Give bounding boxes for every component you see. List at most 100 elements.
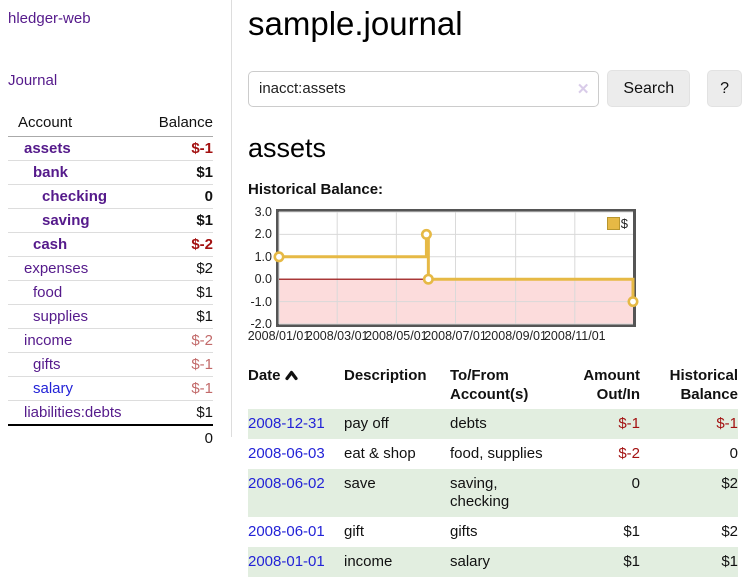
account-balance: $2 <box>196 260 213 277</box>
account-row-checking: checking 0 <box>8 185 213 209</box>
transaction-amount: 0 <box>631 475 640 492</box>
app-title-link[interactable]: hledger-web <box>8 10 91 27</box>
data-point-marker <box>420 228 432 240</box>
account-row-gifts: gifts $-1 <box>8 353 213 377</box>
sort-ascending-icon <box>284 368 298 385</box>
accounts-table-header: Account Balance <box>8 110 213 137</box>
account-link-saving[interactable]: saving <box>42 212 90 229</box>
transaction-description: save <box>344 475 376 492</box>
account-link-checking[interactable]: checking <box>42 188 108 205</box>
search-form: ✕ Search ? <box>248 70 742 107</box>
y-axis: 3.0 2.0 1.0 0.0 -1.0 -2.0 <box>240 205 276 331</box>
main-content: sample.journal ✕ Search ? assets Histori… <box>248 0 742 577</box>
account-balance: $-1 <box>191 140 213 157</box>
data-point-marker <box>273 251 285 263</box>
transaction-amount: $-1 <box>618 415 640 432</box>
chart-heading: Historical Balance: <box>248 181 384 198</box>
account-heading: assets <box>248 133 327 163</box>
register-row: 2008-06-03 eat & shop food, supplies $-2… <box>248 439 738 469</box>
x-axis-tick-label: 2008/09/01 <box>484 329 547 343</box>
account-link-expenses[interactable]: expenses <box>24 260 89 277</box>
account-column-header: Account <box>18 114 73 131</box>
register-header-description: Description <box>344 367 427 384</box>
account-row-supplies: supplies $1 <box>8 305 213 329</box>
account-balance: $-2 <box>191 236 213 253</box>
chart-legend: $ <box>606 216 628 231</box>
account-link-cash[interactable]: cash <box>33 236 68 253</box>
account-balance: $-1 <box>191 380 213 397</box>
account-link-liabilities-debts[interactable]: liabilities:debts <box>24 404 122 421</box>
data-point-marker <box>422 273 434 285</box>
transaction-description: eat & shop <box>344 445 416 462</box>
transaction-accounts: salary <box>450 553 491 570</box>
transaction-accounts: food, supplies <box>450 445 543 462</box>
legend-swatch <box>606 217 620 230</box>
help-button[interactable]: ? <box>707 70 742 107</box>
register-header-accounts: To/From Account(s) <box>450 367 529 403</box>
x-axis-tick-label: 2008/11/01 <box>543 329 606 343</box>
account-row-salary: salary $-1 <box>8 377 213 401</box>
x-axis-tick-label: 2008/01/01 <box>247 329 311 343</box>
accounts-total-value: 0 <box>204 430 213 447</box>
transaction-balance: $1 <box>721 553 738 570</box>
transaction-description: gift <box>344 523 365 540</box>
y-axis-tick-label: 1.0 <box>254 249 272 264</box>
register-header-amount: Amount Out/In <box>583 367 640 403</box>
transaction-date-link[interactable]: 2008-06-02 <box>248 475 325 492</box>
register-row: 2008-01-01 income salary $1 $1 <box>248 547 738 577</box>
account-link-income[interactable]: income <box>24 332 73 349</box>
y-axis-tick-label: -2.0 <box>250 317 272 331</box>
transaction-balance: $-1 <box>716 415 738 432</box>
account-balance: $1 <box>196 404 213 421</box>
transaction-description: pay off <box>344 415 389 432</box>
x-axis-tick-label: 2008/03/01 <box>305 329 369 343</box>
account-row-expenses: expenses $2 <box>8 257 213 281</box>
sidebar-item-journal[interactable]: Journal <box>8 72 58 89</box>
search-input[interactable] <box>248 70 600 107</box>
transaction-balance: $2 <box>721 475 738 492</box>
account-link-bank[interactable]: bank <box>33 164 69 181</box>
sidebar: hledger-web Journal Account Balance asse… <box>0 0 232 447</box>
account-link-assets[interactable]: assets <box>24 140 71 157</box>
transaction-amount: $-2 <box>618 445 640 462</box>
account-link-gifts[interactable]: gifts <box>33 356 61 373</box>
account-row-bank: bank $1 <box>8 161 213 185</box>
account-link-food[interactable]: food <box>33 284 63 301</box>
account-row-income: income $-2 <box>8 329 213 353</box>
account-balance: $-1 <box>191 356 213 373</box>
clear-search-icon[interactable]: ✕ <box>576 80 590 98</box>
transaction-date-link[interactable]: 2008-01-01 <box>248 553 325 570</box>
account-balance: $1 <box>196 164 213 181</box>
register-header-date[interactable]: Date <box>248 364 344 409</box>
x-axis: 2008/01/01 2008/03/01 2008/05/01 2008/07/01… <box>240 329 742 347</box>
search-button[interactable]: Search <box>607 70 691 107</box>
accounts-table: Account Balance assets $-1 bank $1 check… <box>8 110 213 451</box>
account-balance: $1 <box>196 212 213 229</box>
transaction-amount: $1 <box>623 553 640 570</box>
transaction-date-link[interactable]: 2008-12-31 <box>248 415 325 432</box>
account-row-food: food $1 <box>8 281 213 305</box>
y-axis-tick-label: 2.0 <box>254 227 272 242</box>
historical-balance-chart: 3.0 2.0 1.0 0.0 -1.0 -2.0 $ 2008/01/01 2008/03… <box>240 205 742 347</box>
register-row: 2008-06-01 gift gifts $1 $2 <box>248 517 738 547</box>
page-title: sample.journal <box>248 5 463 42</box>
transaction-date-link[interactable]: 2008-06-01 <box>248 523 325 540</box>
y-axis-tick-label: -1.0 <box>250 294 272 309</box>
y-axis-tick-label: 3.0 <box>254 205 272 219</box>
chart-plot-area: $ <box>273 209 639 327</box>
account-row-cash: cash $-2 <box>8 233 213 257</box>
account-link-salary[interactable]: salary <box>33 380 74 397</box>
transaction-accounts: gifts <box>450 523 478 540</box>
account-balance: $-2 <box>191 332 213 349</box>
account-row-saving: saving $1 <box>8 209 213 233</box>
accounts-total-row: 0 <box>8 424 213 451</box>
chart-canvas <box>273 211 639 325</box>
account-link-supplies[interactable]: supplies <box>33 308 89 325</box>
x-axis-tick-label: 2008/05/01 <box>365 329 428 343</box>
transaction-balance: 0 <box>729 445 738 462</box>
transaction-date-link[interactable]: 2008-06-03 <box>248 445 325 462</box>
y-axis-tick-label: 0.0 <box>254 272 272 287</box>
account-row-liabilities-debts: liabilities:debts $1 <box>8 401 213 424</box>
account-row-assets: assets $-1 <box>8 137 213 161</box>
x-axis-tick-label: 2008/07/01 <box>424 329 487 343</box>
